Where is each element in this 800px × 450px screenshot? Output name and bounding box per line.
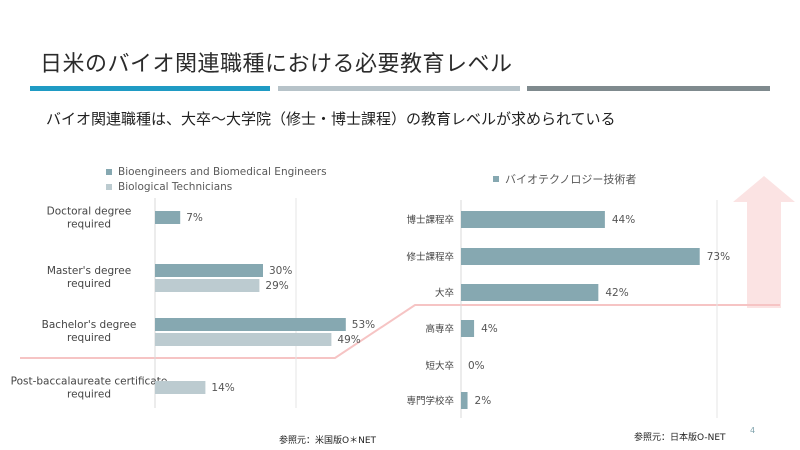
up-arrow-icon	[733, 176, 795, 308]
left-bar	[155, 211, 181, 224]
education-threshold-line	[20, 304, 780, 359]
right-chart: 博士課程卒 44% 修士課程卒 73% 大卒 42% 高専卒 4% 短大卒 0% 専門学校卒 2%	[406, 211, 730, 409]
legend-swatch-biotech	[493, 176, 499, 182]
legend-label-biotech: バイオテクノロジー技術者	[505, 173, 637, 186]
right-category-label: 専門学校卒	[406, 395, 454, 407]
right-value-label: 0%	[468, 360, 485, 372]
left-bar	[155, 318, 346, 331]
left-bar	[155, 381, 206, 394]
title-strip-3	[527, 86, 770, 91]
slide-subtitle: バイオ関連職種は、大卒～大学院（修士・博士課程）の教育レベルが求められている	[46, 110, 616, 128]
left-value-label: 30%	[269, 265, 292, 277]
legend-label-technicians: Biological Technicians	[118, 181, 233, 193]
legend-item-technicians: Biological Technicians	[106, 181, 232, 193]
right-bar	[461, 284, 599, 301]
left-bar	[155, 333, 332, 346]
right-category-label: 大卒	[435, 287, 454, 299]
legend-swatch-light	[106, 184, 112, 190]
right-category-label: 短大卒	[425, 360, 454, 372]
right-value-label: 2%	[475, 395, 492, 407]
left-value-label: 53%	[352, 319, 375, 331]
right-bar	[461, 392, 468, 409]
left-value-label: 14%	[211, 382, 234, 394]
title-strip-1	[30, 86, 270, 91]
legend-swatch-dark	[106, 169, 112, 175]
page-number: 4	[750, 426, 756, 435]
left-value-label: 7%	[186, 212, 203, 224]
right-bar	[461, 248, 700, 265]
left-bar	[155, 279, 260, 292]
left-category-label: Doctoral degree required	[47, 206, 132, 231]
right-value-label: 44%	[612, 214, 635, 226]
source-us: 参照元：米国版O＊NET	[279, 436, 377, 446]
legend-item-bioengineers: Bioengineers and Biomedical Engineers	[106, 166, 327, 178]
title-strip-2	[278, 86, 520, 91]
right-bar	[461, 211, 605, 228]
legend-label-bioengineers: Bioengineers and Biomedical Engineers	[118, 166, 327, 178]
left-chart: Doctoral degree required 7% Master's degree…	[11, 206, 376, 401]
slide-title: 日米のバイオ関連職種における必要教育レベル	[40, 52, 513, 77]
left-value-label: 29%	[265, 280, 288, 292]
right-value-label: 4%	[481, 323, 498, 335]
source-jp: 参照元：日本版O-NET	[634, 433, 726, 443]
right-category-label: 高専卒	[425, 323, 454, 335]
left-category-label: Master's degree required	[47, 265, 131, 290]
right-category-label: 修士課程卒	[406, 251, 454, 263]
left-bar	[155, 264, 263, 277]
right-value-label: 73%	[707, 251, 730, 263]
legend-item-biotech: バイオテクノロジー技術者	[493, 171, 636, 187]
right-category-label: 博士課程卒	[406, 214, 454, 226]
right-bar	[461, 320, 475, 337]
right-value-label: 42%	[605, 287, 628, 299]
left-category-label: Bachelor's degree required	[42, 319, 137, 344]
left-value-label: 49%	[337, 334, 360, 346]
left-category-label: Post-baccalaureate certificate required	[11, 376, 168, 401]
